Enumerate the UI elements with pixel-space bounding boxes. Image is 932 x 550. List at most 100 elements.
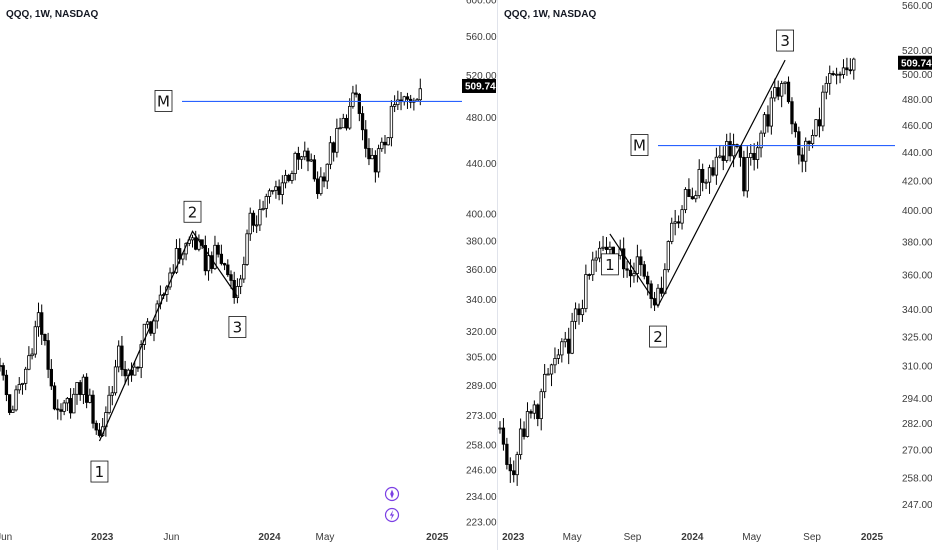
y-tick-label: 340.00	[902, 305, 932, 316]
candle-body	[810, 135, 815, 145]
candle-body	[694, 195, 698, 200]
candle-body	[360, 113, 365, 131]
candle-body	[30, 353, 34, 357]
candle-body	[11, 409, 15, 413]
candle-body	[43, 334, 47, 341]
candle-body	[711, 167, 715, 176]
candle-body	[646, 275, 650, 285]
wave-point-box	[601, 253, 619, 276]
y-tick-label: 460.00	[902, 121, 932, 132]
candle-body	[845, 67, 849, 71]
candle-body	[776, 87, 780, 97]
candle-body	[522, 428, 526, 437]
x-tick-label: May	[563, 532, 582, 543]
candle-body	[274, 186, 278, 191]
candle-body	[226, 264, 230, 276]
candle-body	[728, 141, 732, 157]
y-tick-label: 310.00	[902, 361, 932, 372]
candle-body	[642, 264, 646, 277]
candle-body	[235, 286, 240, 298]
candle-body	[587, 274, 591, 276]
candle-body	[306, 150, 310, 162]
candle-body	[75, 382, 79, 395]
candle-body	[373, 154, 378, 173]
x-tick-label: May	[316, 532, 335, 543]
candle-body	[821, 91, 825, 127]
y-tick-label: 560.00	[902, 1, 932, 12]
candle-body	[838, 73, 842, 76]
candle-body	[831, 73, 835, 76]
candle-body	[91, 394, 95, 424]
candle-body	[348, 105, 352, 129]
candle-body	[666, 241, 670, 271]
candle-body	[828, 73, 832, 84]
candle-body	[97, 429, 102, 436]
candle-body	[749, 152, 753, 158]
candle-body	[303, 150, 307, 158]
candle-body	[4, 374, 9, 396]
candle-body	[81, 376, 86, 395]
level-label-box	[154, 90, 173, 112]
candle-body	[62, 402, 66, 412]
candle-body	[206, 255, 211, 272]
candle-body	[293, 152, 297, 174]
candle-body	[790, 101, 794, 125]
candle-body	[370, 154, 374, 160]
candle-body	[649, 283, 653, 299]
candle-body	[107, 394, 111, 413]
x-tick-label: Jun	[0, 532, 12, 543]
candle-body	[783, 81, 787, 84]
candle-body	[725, 141, 729, 161]
candle-body	[299, 156, 304, 160]
candle-body	[824, 82, 828, 93]
y-tick-label: 440.00	[902, 148, 932, 159]
candle-body	[341, 117, 345, 129]
wave-point-box	[649, 325, 667, 348]
candle-body	[659, 287, 664, 294]
y-tick-label: 305.00	[466, 352, 497, 363]
candle-body	[264, 196, 268, 209]
candle-body	[546, 373, 550, 376]
candle-body	[84, 376, 89, 403]
y-tick-label: 246.00	[466, 466, 497, 477]
candle-body	[800, 154, 804, 162]
candle-body	[258, 209, 262, 226]
y-tick-label: 294.00	[902, 394, 932, 405]
candle-body	[762, 114, 767, 134]
candle-body	[216, 244, 220, 255]
candle-body	[604, 246, 609, 250]
y-tick-label: 223.00	[466, 518, 497, 529]
candle-body	[567, 338, 571, 354]
candle-body	[697, 168, 701, 197]
y-tick-label: 282.00	[902, 419, 932, 430]
y-tick-label: 440.00	[466, 159, 497, 170]
candle-body	[676, 221, 681, 224]
candle-body	[570, 320, 574, 354]
wave-point-box	[90, 460, 109, 483]
candle-body	[88, 394, 92, 403]
candle-body	[769, 97, 773, 127]
candle-body	[0, 365, 2, 367]
y-tick-label: 273.00	[466, 411, 497, 422]
candle-body	[190, 237, 195, 241]
candle-body	[52, 385, 57, 410]
last-price-value: 509.74	[901, 58, 932, 69]
candle-body	[309, 159, 313, 162]
candle-body	[731, 144, 736, 157]
candle-body	[213, 244, 217, 269]
candle-body	[319, 176, 323, 195]
candle-body	[194, 237, 198, 250]
candles	[498, 57, 856, 486]
candle-body	[174, 248, 179, 273]
candle-body	[848, 69, 852, 72]
candle-body	[344, 117, 349, 129]
candle-body	[120, 345, 124, 370]
candle-body	[701, 168, 705, 183]
candle-body	[573, 308, 578, 322]
candle-body	[261, 208, 265, 210]
candle-body	[594, 257, 598, 261]
candle-body	[123, 369, 127, 377]
candle-body	[405, 96, 410, 100]
candle-body	[608, 246, 612, 250]
candle-body	[601, 246, 605, 249]
